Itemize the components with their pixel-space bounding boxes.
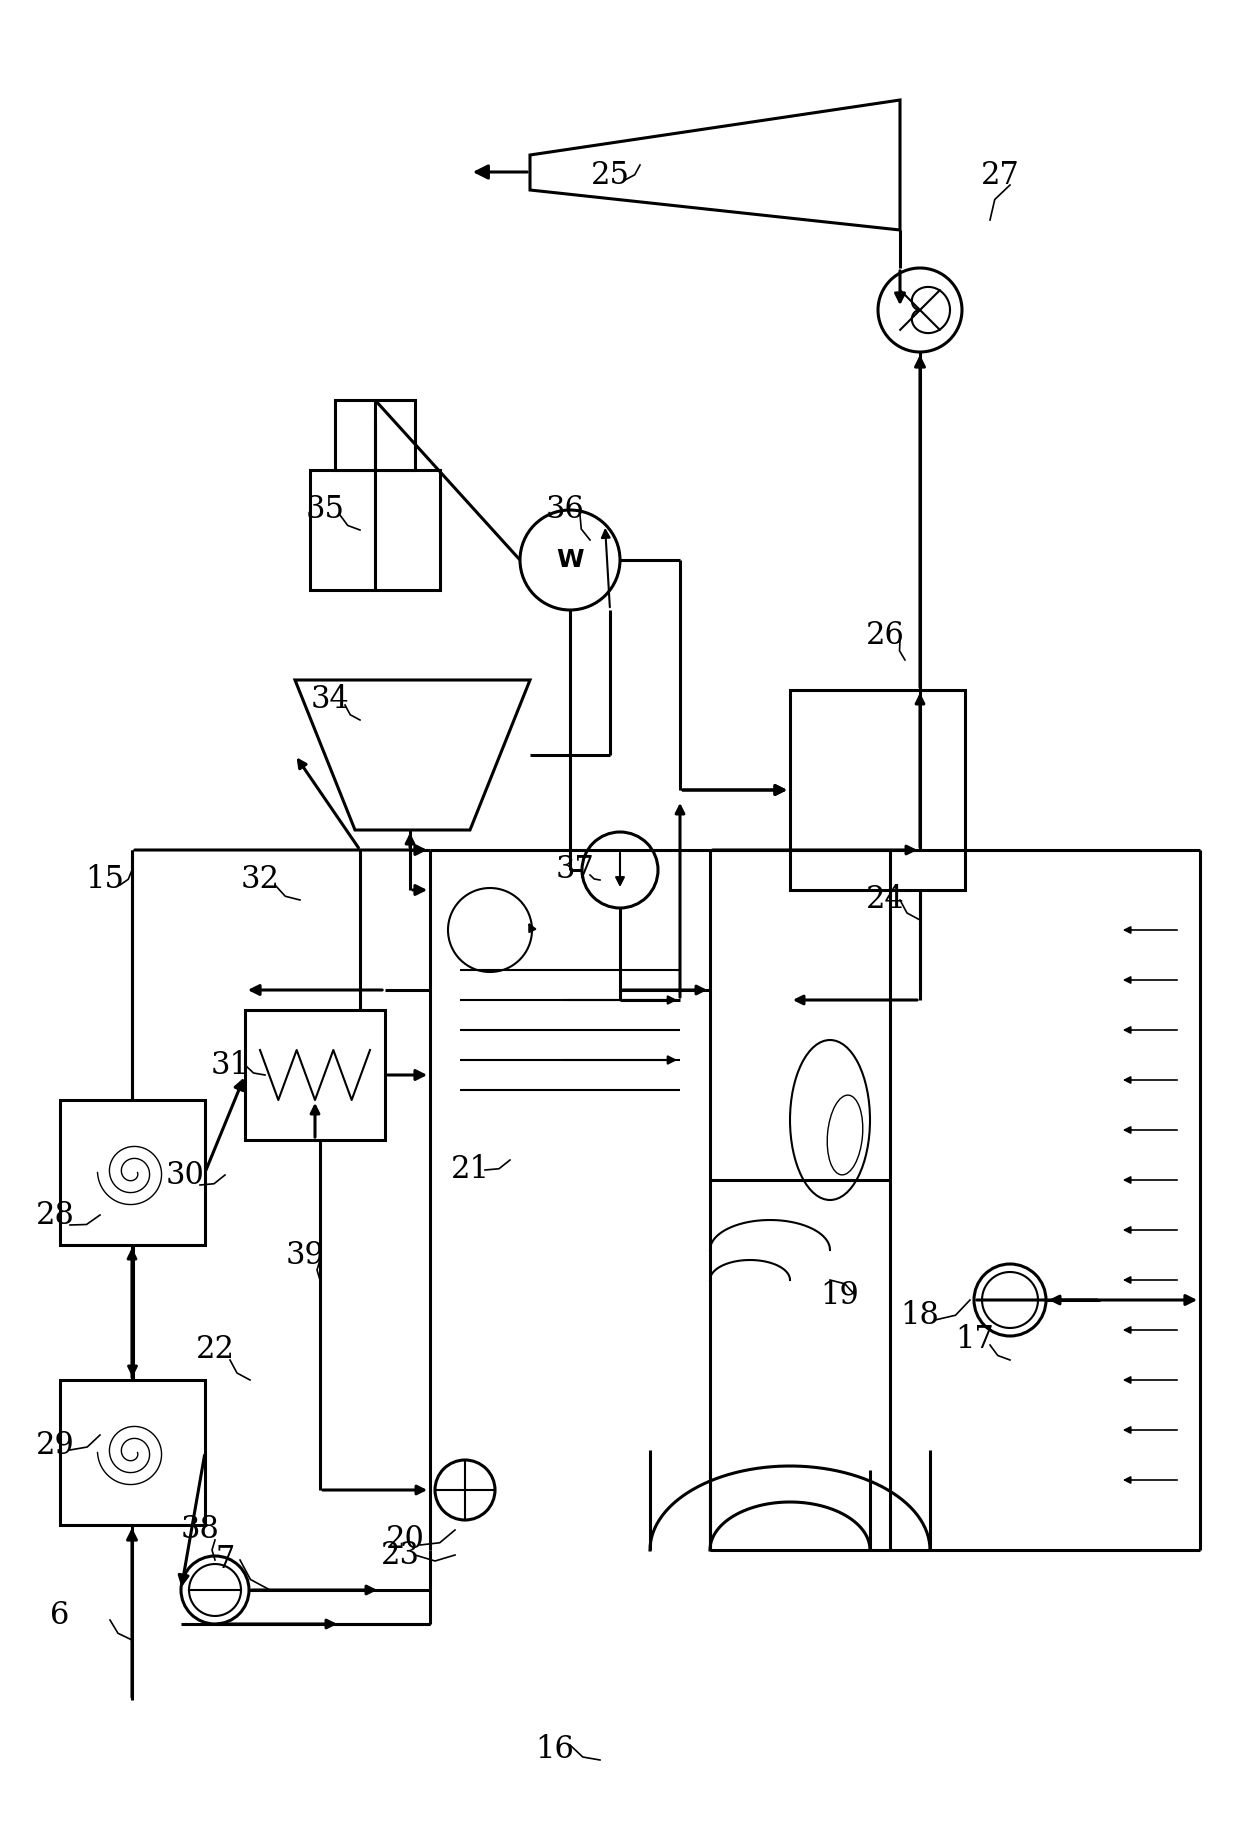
Circle shape — [878, 268, 962, 352]
Bar — [790, 690, 965, 889]
Circle shape — [435, 1461, 495, 1519]
Ellipse shape — [827, 1096, 863, 1174]
Circle shape — [448, 887, 532, 971]
Text: 28: 28 — [36, 1200, 74, 1231]
Text: 34: 34 — [311, 685, 350, 716]
Text: 22: 22 — [196, 1335, 234, 1366]
Text: 32: 32 — [241, 864, 279, 895]
Text: 17: 17 — [956, 1324, 994, 1355]
Text: 29: 29 — [36, 1430, 74, 1461]
Text: 23: 23 — [381, 1539, 419, 1570]
Text: 35: 35 — [305, 495, 345, 526]
Text: 19: 19 — [821, 1280, 859, 1311]
Ellipse shape — [790, 1041, 870, 1200]
Text: 27: 27 — [981, 159, 1019, 190]
Text: 38: 38 — [181, 1514, 219, 1545]
Circle shape — [520, 509, 620, 610]
Polygon shape — [295, 679, 529, 831]
Text: 39: 39 — [285, 1240, 325, 1271]
Text: 7: 7 — [216, 1545, 234, 1576]
Circle shape — [582, 833, 658, 908]
Text: 15: 15 — [86, 864, 124, 895]
Text: 16: 16 — [536, 1735, 574, 1766]
Bar — [335, 400, 415, 469]
Polygon shape — [529, 100, 900, 230]
Text: 25: 25 — [590, 159, 630, 190]
Text: 24: 24 — [866, 884, 904, 915]
Text: 20: 20 — [386, 1525, 424, 1556]
Text: W: W — [557, 548, 584, 572]
Bar — [60, 1380, 205, 1525]
Text: 6: 6 — [51, 1600, 69, 1631]
Text: 36: 36 — [546, 495, 584, 526]
Text: 18: 18 — [900, 1300, 940, 1331]
Bar — [310, 469, 440, 590]
Circle shape — [973, 1264, 1047, 1337]
Text: 30: 30 — [166, 1160, 205, 1191]
Bar — [60, 1099, 205, 1245]
Text: 31: 31 — [211, 1050, 249, 1081]
Text: 37: 37 — [556, 855, 594, 886]
Text: 21: 21 — [450, 1154, 490, 1185]
Bar — [246, 1010, 384, 1139]
Text: 26: 26 — [866, 619, 904, 650]
Circle shape — [181, 1556, 249, 1623]
